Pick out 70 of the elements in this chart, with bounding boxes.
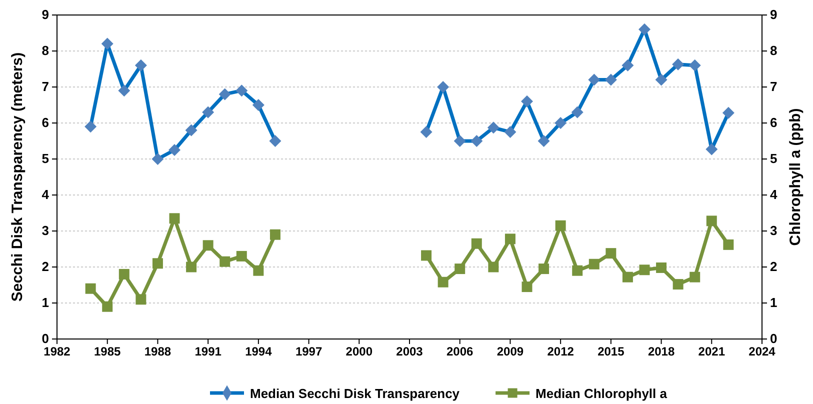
point [522, 282, 532, 292]
y-tick-label: 6 [42, 115, 49, 130]
point [220, 256, 230, 267]
y-tick-label: 7 [42, 79, 49, 94]
y2-tick-label: 4 [770, 187, 778, 202]
y2-tick-label: 3 [770, 223, 778, 238]
point [102, 301, 113, 312]
point [504, 234, 516, 244]
point [438, 276, 448, 288]
point [202, 240, 214, 251]
y-tick-label: 3 [42, 223, 49, 238]
y-tick-label: 9 [42, 7, 49, 22]
point [606, 248, 616, 259]
y2-tick-label: 6 [770, 115, 778, 130]
x-tick-label: 2024 [748, 344, 776, 359]
x-tick-label: 2012 [547, 344, 574, 359]
y2-tick-label: 5 [770, 151, 778, 166]
y-tick-label: 4 [42, 187, 50, 202]
x-tick-label: 1985 [94, 344, 122, 359]
y-axis-title: Secchi Disk Transparency (meters) [9, 52, 26, 302]
x-tick-label: 2021 [698, 344, 726, 359]
x-tick-label: 1988 [144, 344, 172, 359]
point [253, 265, 264, 276]
y2-tick-label: 0 [770, 331, 778, 346]
x-tick-label: 2000 [346, 344, 373, 359]
y2-tick-label: 7 [770, 79, 778, 94]
point [186, 262, 197, 272]
y2-tick-label: 9 [770, 7, 778, 22]
legend-label: Median Chlorophyll a [536, 386, 668, 401]
point [672, 279, 684, 290]
y-tick-label: 2 [42, 259, 49, 274]
y2-tick-label: 1 [770, 295, 778, 310]
x-tick-label: 1982 [44, 344, 71, 359]
point [690, 272, 700, 282]
y2-axis-title: Chlorophyll a (ppb) [787, 108, 804, 246]
x-tick-label: 2009 [496, 344, 524, 359]
point [588, 258, 600, 270]
point [706, 216, 717, 226]
point [723, 239, 734, 250]
y-tick-label: 1 [42, 295, 49, 310]
x-tick-label: 2015 [598, 344, 625, 359]
point [639, 264, 650, 276]
point [421, 250, 432, 261]
point [555, 220, 566, 231]
x-tick-label: 2003 [396, 344, 424, 359]
x-tick-label: 1991 [194, 344, 222, 359]
point [236, 250, 247, 262]
x-tick-label: 2018 [648, 344, 675, 359]
point [118, 268, 130, 280]
y-tick-label: 8 [42, 43, 49, 58]
point [85, 283, 96, 294]
point [656, 262, 667, 273]
point [622, 272, 633, 282]
x-tick-label: 1997 [295, 344, 322, 359]
x-tick-label: 1994 [245, 344, 272, 359]
y-tick-label: 5 [42, 151, 49, 166]
y2-tick-label: 2 [770, 259, 778, 274]
point [572, 265, 583, 276]
y2-tick-label: 8 [770, 43, 778, 58]
point [454, 264, 466, 274]
x-tick-label: 2006 [446, 344, 474, 359]
legend-label: Median Secchi Disk Transparency [250, 386, 460, 401]
point [538, 264, 550, 274]
y-tick-label: 0 [42, 331, 49, 346]
point [270, 229, 280, 240]
point [488, 262, 499, 272]
point [136, 294, 146, 305]
point [169, 213, 180, 224]
point [471, 238, 482, 249]
point [152, 258, 163, 269]
